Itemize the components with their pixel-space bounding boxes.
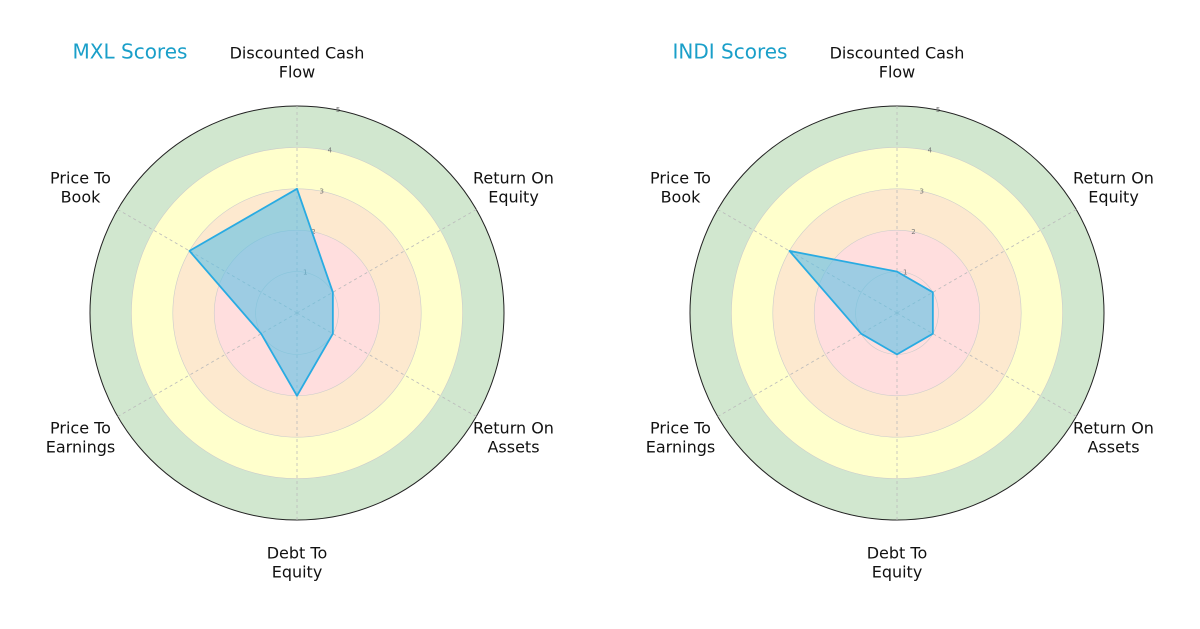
axis-label: Discounted Cash Flow <box>230 43 365 81</box>
r-tick-label: 4 <box>328 147 333 155</box>
axis-label: Price To Earnings <box>646 418 715 456</box>
axis-label: Discounted Cash Flow <box>830 43 965 81</box>
axis-label: Price To Earnings <box>46 418 115 456</box>
r-tick-label: 1 <box>903 268 907 276</box>
r-tick-label: 2 <box>311 228 315 236</box>
axis-label: Return On Assets <box>1073 418 1154 456</box>
axis-label: Price To Book <box>50 168 111 206</box>
axis-line <box>896 312 1077 417</box>
axis-line <box>296 312 477 417</box>
grid-circle <box>772 188 1022 438</box>
chart-title: MXL Scores <box>73 40 188 64</box>
r-tick-label: 3 <box>919 187 923 195</box>
axis-label: Price To Book <box>650 168 711 206</box>
axis-line <box>717 312 898 417</box>
axis-label: Debt To Equity <box>267 543 328 581</box>
axis-label: Debt To Equity <box>867 543 928 581</box>
axis-label: Return On Equity <box>1073 168 1154 206</box>
r-tick-label: 3 <box>319 187 323 195</box>
score-area <box>188 187 334 397</box>
chart-title: INDI Scores <box>673 40 788 64</box>
axis-line <box>296 209 477 314</box>
grid-circle <box>131 147 463 479</box>
axis-label: Return On Equity <box>473 168 554 206</box>
r-tick-label: 2 <box>911 228 915 236</box>
axis-line <box>117 312 298 417</box>
grid-circle <box>813 229 981 397</box>
axis-label: Return On Assets <box>473 418 554 456</box>
score-area <box>788 249 934 356</box>
axis-line <box>896 209 1077 314</box>
r-tick-label: 4 <box>928 147 933 155</box>
grid-circle <box>731 147 1063 479</box>
